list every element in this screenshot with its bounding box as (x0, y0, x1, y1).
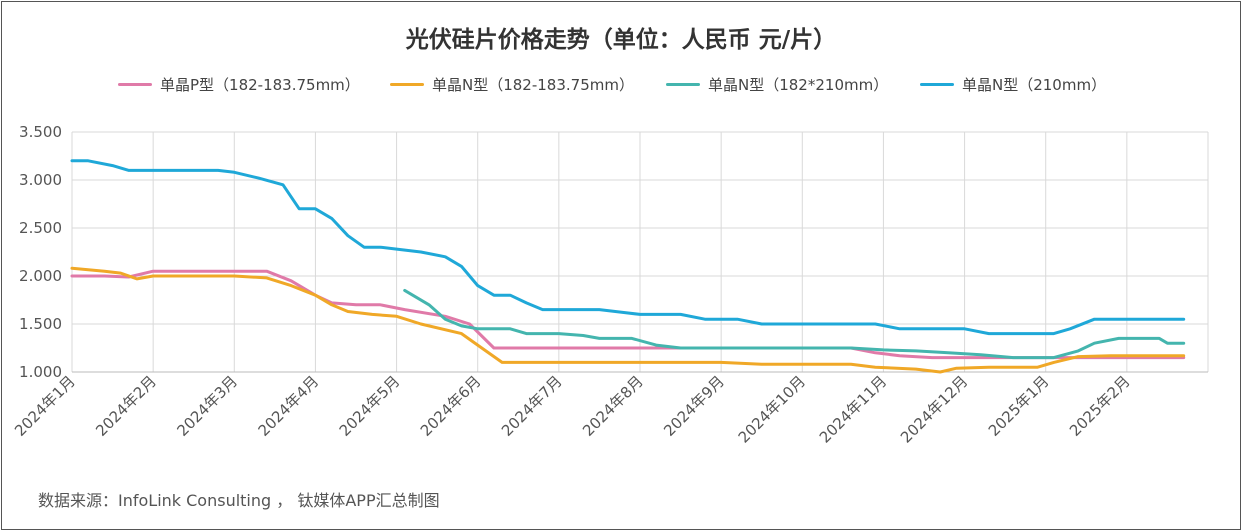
x-tick-label: 2024年6月 (417, 372, 485, 440)
x-tick-label: 2024年10月 (735, 372, 809, 446)
chart-legend: 单晶P型（182-183.75mm） 单晶N型（182-183.75mm） 单晶… (2, 72, 1240, 96)
legend-item-n-type-182[interactable]: 单晶N型（182-183.75mm） (390, 72, 634, 96)
x-tick-label: 2025年1月 (985, 372, 1053, 440)
x-tick-label: 2024年3月 (173, 372, 241, 440)
series-line-1 (70, 266, 1186, 374)
legend-label-n-type-210: 单晶N型（210mm） (962, 75, 1107, 94)
legend-swatch-n-type-182x210 (666, 82, 700, 86)
legend-item-n-type-182x210[interactable]: 单晶N型（182*210mm） (666, 72, 888, 96)
x-tick-label: 2025年2月 (1066, 372, 1134, 440)
series-line-0 (70, 269, 1186, 360)
series-line-2 (403, 288, 1186, 360)
x-tick-label: 2024年1月 (11, 372, 79, 440)
x-tick-label: 2024年8月 (579, 372, 647, 440)
y-tick-label: 3.000 (19, 171, 62, 189)
legend-item-n-type-210[interactable]: 单晶N型（210mm） (920, 72, 1106, 96)
y-tick-label: 1.500 (19, 315, 62, 333)
x-tick-label: 2024年2月 (92, 372, 160, 440)
x-tick-label: 2024年12月 (897, 372, 971, 446)
legend-label-n-type-182: 单晶N型（182-183.75mm） (432, 75, 634, 94)
legend-label-p-type-182: 单晶P型（182-183.75mm） (160, 75, 360, 94)
x-tick-label: 2024年9月 (660, 372, 728, 440)
legend-swatch-n-type-182 (390, 82, 424, 86)
legend-swatch-n-type-210 (920, 82, 954, 86)
source-note: 数据来源：InfoLink Consulting ， 钛媒体APP汇总制图 (38, 491, 440, 510)
x-tick-label: 2024年11月 (816, 372, 890, 446)
series-line-3 (70, 159, 1186, 336)
y-tick-label: 3.500 (19, 123, 62, 141)
x-tick-label: 2024年7月 (498, 372, 566, 440)
x-tick-label: 2024年4月 (255, 372, 323, 440)
legend-swatch-p-type-182 (118, 82, 152, 86)
y-tick-label: 1.000 (19, 363, 62, 381)
y-tick-label: 2.000 (19, 267, 62, 285)
y-tick-label: 2.500 (19, 219, 62, 237)
legend-label-n-type-182x210: 单晶N型（182*210mm） (708, 75, 889, 94)
legend-item-p-type-182[interactable]: 单晶P型（182-183.75mm） (118, 72, 360, 96)
x-tick-label: 2024年5月 (336, 372, 404, 440)
chart-title: 光伏硅片价格走势（单位：人民币 元/片） (405, 27, 837, 53)
